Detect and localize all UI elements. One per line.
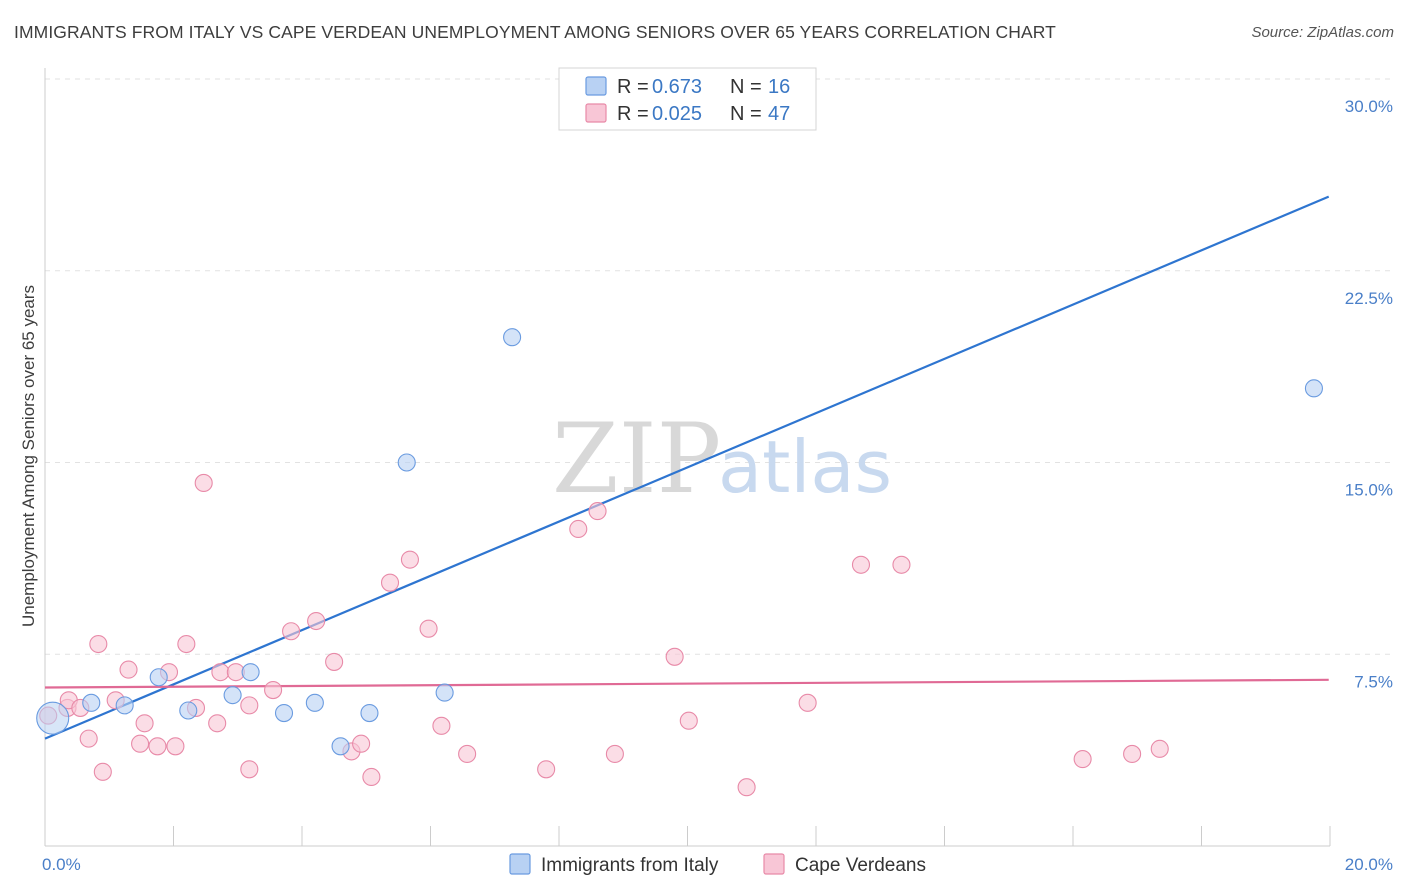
watermark-atlas: atlas bbox=[718, 425, 892, 509]
cape-verdean-point bbox=[148, 737, 167, 756]
x-tick-label: 20.0% bbox=[1345, 855, 1393, 874]
grid-lines bbox=[45, 78, 1392, 655]
chart-source: Source: ZipAtlas.com bbox=[1251, 24, 1394, 41]
italy-point bbox=[241, 663, 260, 682]
cape-verdean-point bbox=[432, 716, 451, 735]
legend-r-value-cape-verdeans: 0.025 bbox=[652, 103, 702, 125]
cape-verdean-point bbox=[352, 734, 371, 753]
italy-point bbox=[179, 701, 198, 720]
y-tick-label: 15.0% bbox=[1345, 481, 1393, 500]
cape-verdean-point bbox=[177, 634, 196, 654]
legend-swatch-cape-verdeans bbox=[585, 103, 607, 123]
cape-verdean-point bbox=[264, 680, 283, 700]
cape-verdean-point bbox=[419, 619, 438, 638]
cape-verdean-point bbox=[588, 502, 607, 521]
legend: R = 0.673 N = 16 R = 0.025 N = 47 bbox=[558, 67, 817, 131]
italy-point bbox=[360, 704, 379, 723]
italy-point bbox=[82, 693, 101, 712]
y-tick-label: 7.5% bbox=[1354, 672, 1393, 691]
cape-verdean-point bbox=[119, 660, 138, 679]
cape-verdean-point bbox=[79, 729, 98, 748]
cape-verdean-point bbox=[537, 760, 556, 779]
italy-point bbox=[305, 693, 324, 712]
cape-verdean-point bbox=[1123, 744, 1142, 764]
cape-verdean-point bbox=[380, 573, 400, 592]
cape-verdean-point bbox=[798, 693, 817, 712]
italy-point bbox=[223, 686, 242, 705]
legend-r-label-italy: R = bbox=[617, 76, 649, 98]
italy-point bbox=[115, 696, 134, 715]
cape-verdean-point bbox=[400, 550, 419, 569]
cape-verdean-point bbox=[240, 696, 259, 715]
cape-verdean-point bbox=[131, 734, 150, 753]
tick-labels: 7.5% 15.0% 22.5% 30.0% 0.0% 20.0% bbox=[42, 97, 1393, 874]
bottom-legend: Immigrants from Italy Cape Verdeans bbox=[509, 853, 926, 876]
italy-point bbox=[503, 328, 522, 347]
y-tick-label: 22.5% bbox=[1345, 289, 1393, 308]
italy-point bbox=[149, 668, 168, 687]
italy-point bbox=[1304, 379, 1323, 398]
x-tick-label: 0.0% bbox=[42, 855, 81, 874]
cape-verdean-point bbox=[665, 647, 684, 666]
cape-verdean-point bbox=[737, 778, 756, 797]
cape-verdean-point bbox=[362, 767, 381, 787]
cape-verdean-point bbox=[166, 737, 185, 756]
bottom-legend-label-cape-verdeans: Cape Verdeans bbox=[795, 855, 926, 876]
cape-verdean-point bbox=[1073, 750, 1092, 769]
cape-verdean-point bbox=[325, 652, 344, 671]
cape-verdean-point bbox=[208, 714, 227, 733]
cape-verdean-point bbox=[282, 622, 301, 641]
legend-r-label-cape-verdeans: R = bbox=[617, 103, 649, 125]
italy-point bbox=[274, 704, 294, 723]
bottom-legend-swatch-italy bbox=[509, 853, 531, 875]
chart-title: IMMIGRANTS FROM ITALY VS CAPE VERDEAN UN… bbox=[14, 22, 1056, 42]
cape-verdean-point bbox=[605, 744, 624, 764]
italy-point bbox=[331, 737, 350, 756]
legend-n-label-cape-verdeans: N = bbox=[730, 103, 762, 125]
cape-verdean-point bbox=[679, 711, 698, 730]
italy-point bbox=[36, 701, 70, 735]
cape-verdean-point bbox=[240, 760, 259, 779]
cape-verdean-point bbox=[89, 634, 108, 654]
bottom-legend-swatch-cape-verdeans bbox=[763, 853, 785, 875]
trend-lines bbox=[44, 195, 1330, 740]
cape-verdean-point bbox=[569, 519, 588, 539]
italy-point bbox=[397, 453, 416, 472]
cape-verdean-point bbox=[211, 663, 230, 682]
axes bbox=[44, 68, 1331, 847]
watermark: ZIP atlas bbox=[552, 403, 892, 515]
data-points bbox=[36, 328, 1323, 797]
legend-n-value-italy: 16 bbox=[768, 76, 790, 98]
cape-verdean-point bbox=[458, 744, 477, 764]
cape-verdean-trend-line bbox=[44, 678, 1329, 689]
cape-verdean-point bbox=[194, 473, 213, 493]
cape-verdean-point bbox=[1150, 739, 1169, 758]
y-axis-label: Unemployment Among Seniors over 65 years bbox=[19, 285, 38, 627]
cape-verdean-point bbox=[307, 611, 326, 631]
legend-r-value-italy: 0.673 bbox=[652, 76, 702, 98]
cape-verdean-point bbox=[135, 714, 154, 733]
y-tick-label: 30.0% bbox=[1345, 97, 1393, 116]
legend-n-label-italy: N = bbox=[730, 76, 762, 98]
watermark-zip: ZIP bbox=[552, 403, 721, 515]
legend-swatch-italy bbox=[585, 76, 607, 96]
cape-verdean-point bbox=[93, 762, 112, 781]
italy-trend-line bbox=[44, 195, 1330, 740]
italy-point bbox=[435, 683, 454, 702]
cape-verdean-point bbox=[851, 555, 871, 574]
legend-n-value-cape-verdeans: 47 bbox=[768, 103, 790, 125]
cape-verdean-point bbox=[892, 555, 911, 574]
bottom-legend-label-italy: Immigrants from Italy bbox=[541, 855, 719, 876]
